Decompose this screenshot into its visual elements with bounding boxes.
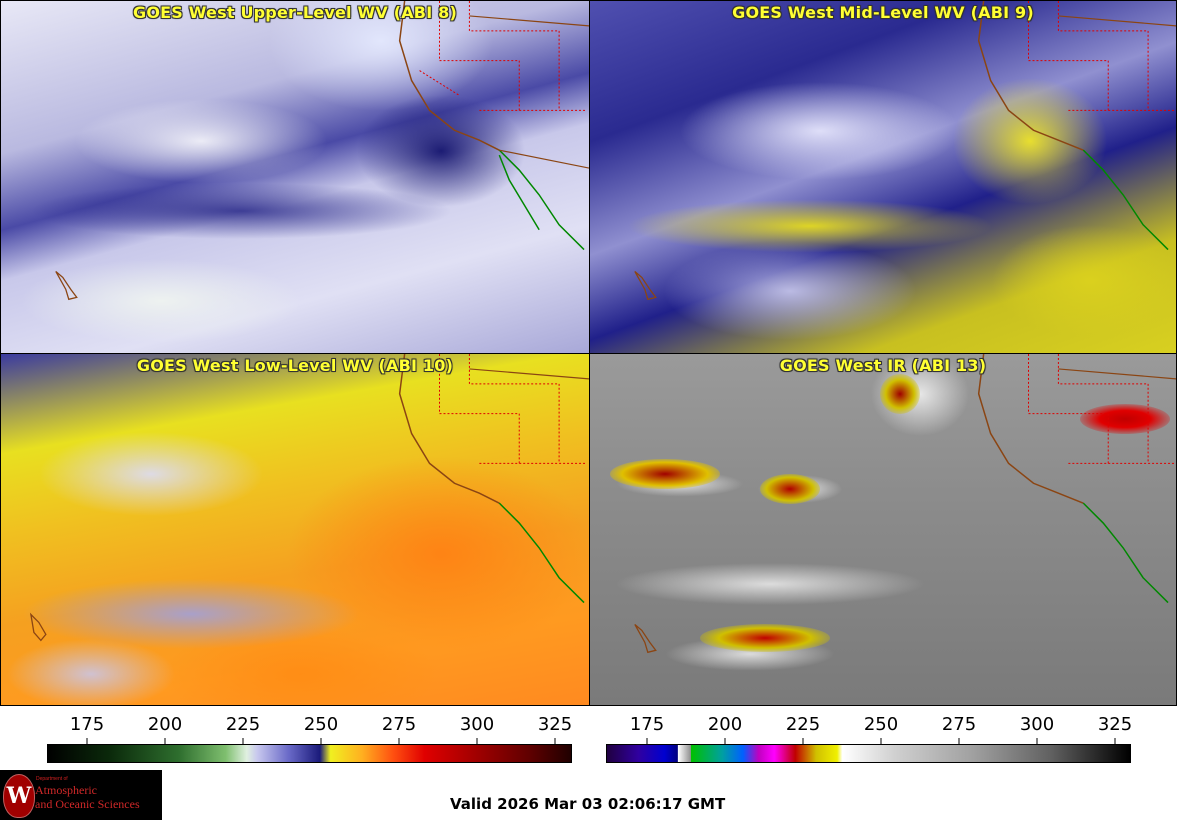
valid-time: Valid 2026 Mar 03 02:06:17 GMT bbox=[450, 795, 726, 813]
colorbar-tick-label: 250 bbox=[863, 714, 899, 735]
colorbar-tick-label: 325 bbox=[537, 714, 573, 735]
colorbar-tick-label: 175 bbox=[629, 714, 665, 735]
cold-cloud-top bbox=[880, 374, 920, 414]
uw-seal-icon: W bbox=[3, 774, 35, 818]
colorbar-tick-label: 175 bbox=[69, 714, 105, 735]
panel-title: GOES West Upper-Level WV (ABI 8) bbox=[133, 3, 457, 22]
ir-panel: GOES West IR (ABI 13) bbox=[589, 353, 1177, 706]
colorbar-tick-label: 275 bbox=[381, 714, 417, 735]
colorbar-tick-label: 300 bbox=[459, 714, 495, 735]
coastline-overlay bbox=[634, 1, 1176, 301]
colorbar-tick-label: 275 bbox=[941, 714, 977, 735]
ir-colorbar bbox=[606, 744, 1131, 763]
coastline-overlay bbox=[29, 354, 589, 642]
coastline-overlay bbox=[634, 354, 1176, 654]
panel-title: GOES West Low-Level WV (ABI 10) bbox=[136, 356, 454, 375]
colorbar-tick-label: 200 bbox=[707, 714, 743, 735]
mid-level-wv-panel: GOES West Mid-Level WV (ABI 9) bbox=[589, 0, 1177, 354]
colorbar-tick-label: 225 bbox=[785, 714, 821, 735]
logo-department: Department of bbox=[36, 776, 68, 782]
aos-logo: W Department of Atmospheric and Oceanic … bbox=[0, 770, 162, 820]
colorbar-tick-label: 250 bbox=[303, 714, 339, 735]
colorbar-tick-label: 225 bbox=[225, 714, 261, 735]
low-level-wv-panel: GOES West Low-Level WV (ABI 10) bbox=[0, 353, 590, 706]
colorbar-tick-label: 325 bbox=[1097, 714, 1133, 735]
logo-line-1: Atmospheric bbox=[35, 783, 97, 797]
cold-cloud-top bbox=[1080, 404, 1170, 434]
wv-colorbar bbox=[47, 744, 572, 763]
colorbar-tick-label: 200 bbox=[147, 714, 183, 735]
colorbar-tick-label: 300 bbox=[1019, 714, 1055, 735]
upper-level-wv-panel: GOES West Upper-Level WV (ABI 8) bbox=[0, 0, 590, 354]
cold-cloud-top bbox=[760, 474, 820, 504]
cold-cloud-top bbox=[700, 624, 830, 652]
logo-line-2: and Oceanic Sciences bbox=[35, 797, 140, 811]
panel-title: GOES West IR (ABI 13) bbox=[779, 356, 987, 375]
cold-cloud-top bbox=[610, 459, 720, 489]
coastline-overlay bbox=[55, 1, 589, 301]
panel-title: GOES West Mid-Level WV (ABI 9) bbox=[732, 3, 1034, 22]
